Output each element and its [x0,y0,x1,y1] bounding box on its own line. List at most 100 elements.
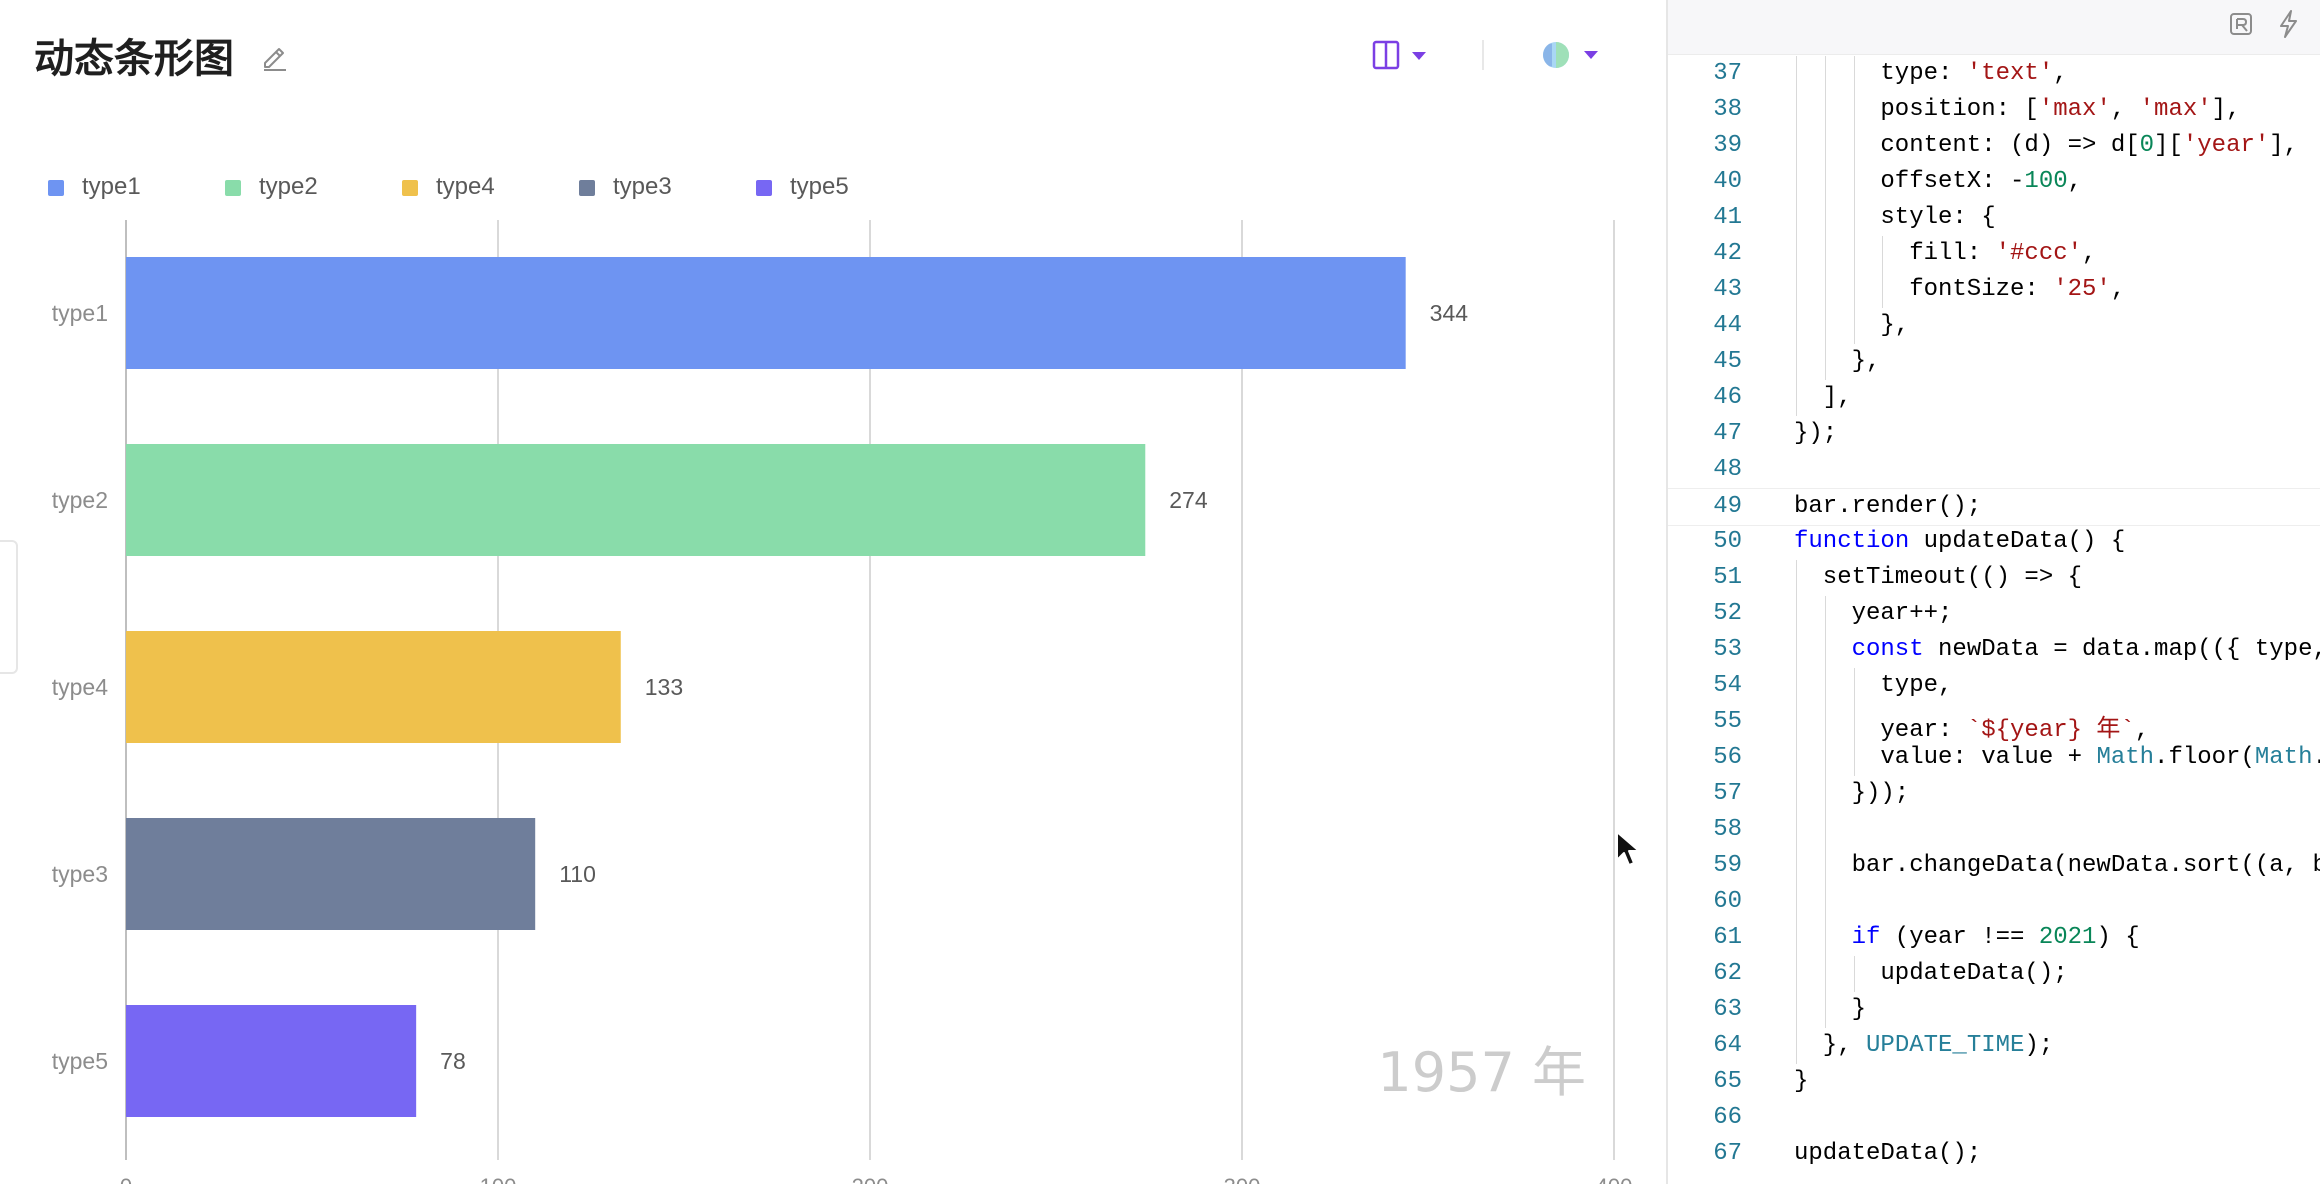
code-line[interactable]: 38 position: ['max', 'max'], [1668,92,2320,128]
collapse-handle[interactable] [0,540,18,674]
line-number: 54 [1713,672,1742,699]
chart-panel: 动态条形图 type1 type2 type4 type3 [0,36,1633,1184]
y-category-label: type2 [52,487,108,513]
indent-guide [1824,848,1826,884]
split-layout-icon[interactable] [1370,38,1434,72]
code-line[interactable]: 37 type: 'text', [1668,56,2320,92]
y-category-label: type1 [52,300,108,326]
code-line[interactable]: 62 updateData(); [1668,956,2320,992]
code-line[interactable]: 60 [1668,884,2320,920]
line-number: 46 [1713,384,1742,411]
line-number: 66 [1713,1104,1742,1131]
code-token: UPDATE_TIME [1866,1032,2025,1059]
page-title: 动态条形图 [34,36,234,82]
indent-guide [1853,704,1855,740]
code-line[interactable]: 61 if (year !== 2021) { [1668,920,2320,956]
code-line[interactable]: 63} [1668,992,2320,1028]
legend-swatch [579,180,595,196]
indent-guide [1796,740,1797,776]
y-category-label: type3 [52,861,108,887]
code-token: '25' [2053,276,2111,303]
indent-guide [1853,956,1855,992]
code-line[interactable]: 53 const newData = data.map(({ type, [1668,632,2320,668]
code-line[interactable]: 45}, [1668,344,2320,380]
code-line[interactable]: 50 function updateData() { [1668,524,2320,560]
code-line[interactable]: 47}); [1668,416,2320,452]
indent-guide [1824,596,1826,632]
code-token: type: [1880,60,1967,87]
theme-palette-icon[interactable] [1540,38,1604,72]
code-line[interactable]: 46], [1668,380,2320,416]
bar-value-label: 78 [440,1048,466,1074]
code-line[interactable]: 51 setTimeout(() => { [1668,560,2320,596]
code-line[interactable]: 41 style: { [1668,200,2320,236]
bar-value-label: 344 [1430,300,1469,326]
x-tick-label: 300 [1224,1174,1261,1184]
code-token: bar.render(); [1794,493,1982,520]
code-token: style: { [1880,204,1996,231]
line-number: 42 [1713,240,1742,267]
code-line[interactable]: 52 year++; [1668,596,2320,632]
line-code: offsetX: -100, [1880,168,2082,195]
line-number: 61 [1713,924,1742,951]
indent-guide [1796,848,1797,884]
code-line[interactable]: 49 bar.render(); [1668,488,2320,526]
code-editor: 37 type: 'text', 38 position: ['max', 'max'… [1666,0,2320,1184]
code-line[interactable]: 56 value: value + Math.floor(Math. [1668,740,2320,776]
code-line[interactable]: 65} [1668,1064,2320,1100]
line-number: 60 [1713,888,1742,915]
indent-guide [1824,344,1826,380]
indent-guide [1824,704,1826,740]
line-number: 49 [1713,493,1742,520]
format-icon[interactable] [2226,8,2258,40]
indent-guide [1853,128,1855,164]
code-line[interactable]: 48 [1668,452,2320,488]
line-number: 65 [1713,1068,1742,1095]
code-line[interactable]: 54 type, [1668,668,2320,704]
indent-guide [1796,236,1797,272]
indent-guide [1796,992,1797,1028]
indent-guide [1796,560,1797,596]
code-line[interactable]: 64}, UPDATE_TIME); [1668,1028,2320,1064]
line-number: 47 [1713,420,1742,447]
code-line[interactable]: 39 content: (d) => d[0]['year'], [1668,128,2320,164]
code-line[interactable]: 55 year: `${year} 年`, [1668,704,2320,744]
code-token: function [1794,528,1910,555]
line-number: 59 [1713,852,1742,879]
pencil-icon[interactable] [258,40,290,72]
indent-guide [1882,236,1884,272]
code-line[interactable]: 40 offsetX: -100, [1668,164,2320,200]
year-annotation: 1957 年 [1377,1041,1586,1104]
line-code: }); [1794,420,1837,447]
y-category-label: type4 [52,674,108,700]
line-code: }, UPDATE_TIME); [1823,1032,2053,1059]
code-token: if [1851,924,1881,951]
indent-guide [1824,812,1826,848]
code-token: setTimeout(() => { [1822,564,2083,591]
code-token: }, [1822,1032,1867,1059]
indent-guide [1824,200,1826,236]
code-token: ) { [2096,924,2140,951]
code-line[interactable]: 43 fontSize: '25', [1668,272,2320,308]
code-token: Math [2254,744,2313,771]
code-line[interactable]: 44}, [1668,308,2320,344]
indent-guide [1796,308,1797,344]
toolbar-divider [1482,40,1484,70]
indent-guide [1796,956,1797,992]
code-line[interactable]: 57})); [1668,776,2320,812]
indent-guide [1824,164,1826,200]
code-token: position: [ [1880,96,2039,123]
code-line[interactable]: 42 fill: '#ccc', [1668,236,2320,272]
indent-guide [1853,56,1855,92]
indent-guide [1853,164,1855,200]
code-area[interactable]: 37 type: 'text', 38 position: ['max', 'max'… [1668,56,2320,1184]
code-token: updateData(); [1794,1140,1982,1167]
code-token: . [2312,744,2320,771]
code-line[interactable]: 58 [1668,812,2320,848]
code-line[interactable]: 59 bar.changeData(newData.sort((a, b [1668,848,2320,884]
code-line[interactable]: 66 [1668,1100,2320,1136]
lightning-icon[interactable] [2272,8,2304,40]
code-token: ], [2269,132,2299,159]
indent-guide [1824,92,1826,128]
code-line[interactable]: 67 updateData(); [1668,1136,2320,1172]
